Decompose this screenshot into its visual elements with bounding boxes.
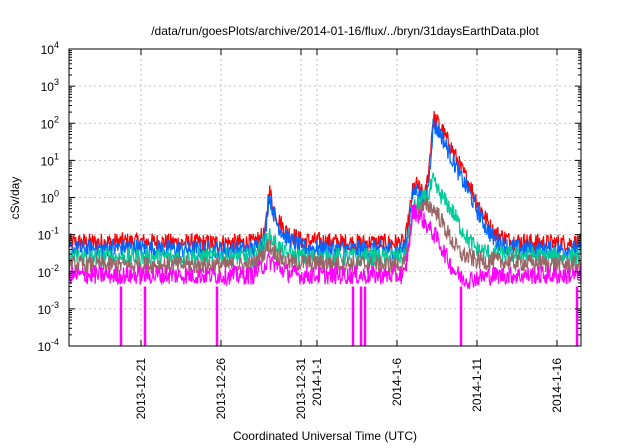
x-tick-label: 2014-1-6 (390, 358, 404, 406)
x-tick-label: 2013-12-26 (214, 358, 228, 420)
grid-lines (69, 49, 581, 346)
series-line (68, 204, 582, 290)
y-tick-label: 10-3 (38, 300, 59, 317)
y-tick-label: 10-2 (38, 263, 59, 280)
y-tick-label: 10-4 (38, 337, 59, 354)
x-axis-label: Coordinated Universal Time (UTC) (233, 429, 417, 443)
series-line (68, 111, 582, 254)
data-series (68, 111, 582, 346)
x-tick-label: 2014-1-1 (310, 358, 324, 406)
y-tick-label: 104 (41, 40, 59, 57)
y-tick-label: 102 (41, 114, 59, 131)
series-line (68, 118, 582, 260)
x-tick-label: 2014-1-11 (470, 358, 484, 412)
chart-title: /data/run/goesPlots/archive/2014-01-16/f… (151, 24, 539, 38)
x-tick-label: 2013-12-21 (134, 358, 148, 420)
x-tick-label: 2013-12-31 (294, 358, 308, 420)
x-axis-ticks: 2013-12-21 2013-12-26 2013-12-31 2014-1-1 20… (134, 49, 564, 419)
y-tick-label: 100 (41, 189, 59, 206)
y-tick-label: 103 (41, 77, 59, 94)
x-tick-label: 2014-1-16 (550, 358, 564, 413)
y-tick-label: 10-1 (38, 226, 59, 243)
y-axis-ticks: 10-4 10-3 10-2 10-1 100 101 102 103 104 (38, 40, 581, 354)
y-axis-label: cSv/day (8, 177, 22, 220)
series-line (68, 196, 582, 276)
series-line (68, 172, 582, 269)
y-tick-label: 101 (41, 151, 59, 168)
